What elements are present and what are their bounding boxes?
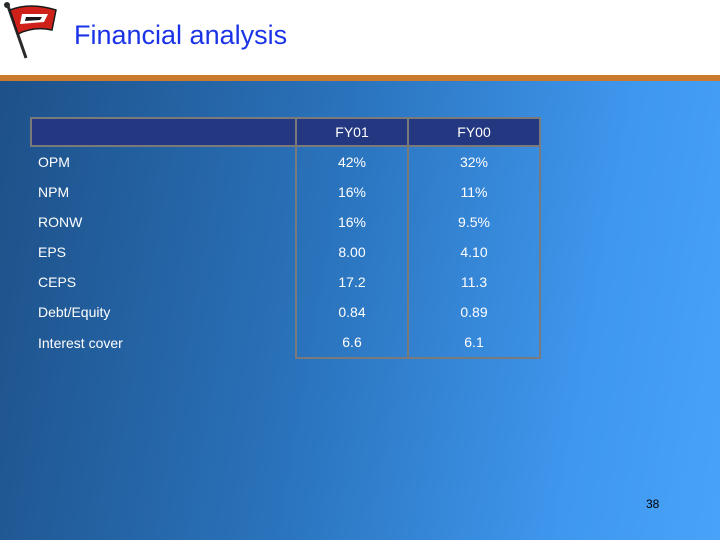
fy01-value: 16% <box>295 207 409 237</box>
row-label: OPM <box>38 154 70 170</box>
page-number: 38 <box>646 497 660 511</box>
table-row: Interest cover 6.6 6.1 <box>31 327 541 359</box>
fy00-value: 6.1 <box>407 327 541 359</box>
row-label: NPM <box>38 184 70 200</box>
accent-divider <box>0 75 720 81</box>
fy01-value: 16% <box>295 177 409 207</box>
table-row: Debt/Equity 0.84 0.89 <box>31 297 541 327</box>
fy01-value: 6.6 <box>295 327 409 359</box>
flag-icon <box>4 2 57 59</box>
fy00-value: 32% <box>407 146 541 177</box>
fy00-value: 11% <box>407 177 541 207</box>
fy01-value: 0.84 <box>295 297 409 327</box>
slide-header: Financial analysis <box>0 0 720 76</box>
fy00-value: 0.89 <box>407 297 541 327</box>
table-header-row: FY01 FY00 <box>30 117 541 147</box>
table-row: EPS 8.00 4.10 <box>31 237 541 267</box>
row-label: RONW <box>38 214 83 230</box>
fy00-value: 4.10 <box>407 237 541 267</box>
page-title: Financial analysis <box>74 20 288 50</box>
row-label: Debt/Equity <box>38 304 111 320</box>
table-row: RONW 16% 9.5% <box>31 207 541 237</box>
fy00-value: 11.3 <box>407 267 541 297</box>
table-row: CEPS 17.2 11.3 <box>31 267 541 297</box>
table-row: NPM 16% 11% <box>31 177 541 207</box>
row-label: EPS <box>38 244 67 260</box>
row-label: Interest cover <box>38 334 123 351</box>
header-label-cell <box>30 117 297 147</box>
header-fy00: FY00 <box>407 117 541 147</box>
fy01-value: 17.2 <box>295 267 409 297</box>
header-fy01: FY01 <box>295 117 409 147</box>
fy00-value: 9.5% <box>407 207 541 237</box>
financial-table: FY01 FY00 OPM 42% 32% NPM 16% 11% RONW 1… <box>30 117 541 359</box>
row-label: CEPS <box>38 274 77 290</box>
table-row: OPM 42% 32% <box>31 146 541 177</box>
fy01-value: 8.00 <box>295 237 409 267</box>
fy01-value: 42% <box>295 146 409 177</box>
